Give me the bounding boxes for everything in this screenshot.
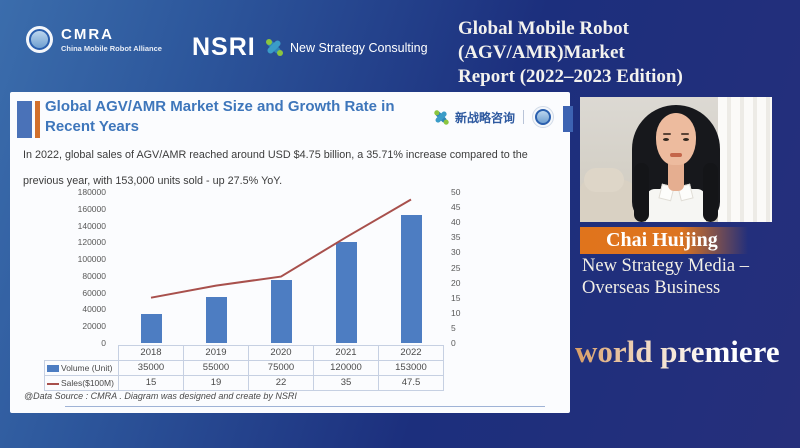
- axis-tick-right: 35: [451, 232, 461, 243]
- new-strategy-logo: New Strategy Consulting: [266, 39, 428, 56]
- volume-legend-swatch: [47, 365, 59, 373]
- table-cell: 19: [183, 375, 249, 391]
- slide-title: Global AGV/AMR Market Size and Growth Ra…: [45, 98, 395, 135]
- slide-brand: 新战略咨询: [433, 106, 554, 128]
- cmra-abbr: CMRA: [61, 25, 114, 43]
- hair-strand: [703, 163, 718, 222]
- title-decoration-orange: [35, 101, 40, 138]
- axis-tick-left: 140000: [77, 220, 106, 231]
- table-cell: 2021: [313, 345, 379, 361]
- divider-line: [65, 406, 545, 407]
- speaker-face: [656, 113, 696, 165]
- axis-tick-right: 15: [451, 292, 461, 303]
- cmra-fullname: China Mobile Robot Alliance: [61, 43, 162, 53]
- axis-tick-left: 20000: [82, 321, 106, 332]
- divider: [523, 110, 524, 124]
- table-cell: 2022: [378, 345, 444, 361]
- axis-tick-left: 60000: [82, 287, 106, 298]
- table-cell: 55000: [183, 360, 249, 376]
- couch: [580, 168, 638, 222]
- new-strategy-cn-label: 新战略咨询: [454, 110, 515, 125]
- slide-body-line2: previous year, with 153,000 units sold -…: [23, 175, 283, 187]
- axis-tick-right: 45: [451, 202, 461, 213]
- axis-tick-left: 120000: [77, 237, 106, 248]
- slide-body-line1: In 2022, global sales of AGV/AMR reached…: [23, 149, 528, 161]
- report-title: Global Mobile Robot (AGV/AMR)Market Repo…: [458, 17, 793, 89]
- hair-strand: [634, 163, 649, 222]
- cmra-badge-icon: [532, 106, 554, 128]
- volume-bar: [335, 242, 357, 343]
- new-strategy-icon: [434, 109, 449, 125]
- table-cell: Volume (Unit): [44, 360, 119, 376]
- table-cell: 35: [313, 375, 379, 391]
- speaker-name-banner: Chai Huijing: [580, 227, 748, 254]
- slide: Global AGV/AMR Market Size and Growth Ra…: [10, 92, 570, 413]
- speaker-name: Chai Huijing: [606, 229, 718, 251]
- axis-tick-right: 5: [451, 322, 456, 333]
- table-cell: Sales($100M): [44, 375, 119, 391]
- volume-bar: [270, 280, 292, 343]
- report-title-line2: Report (2022–2023 Edition): [458, 66, 683, 87]
- speaker-shirt: [646, 183, 706, 222]
- chart-data-table: 2018 2019 2020 2021 2022 Volume (Unit) 35000 55…: [44, 345, 444, 391]
- axis-tick-left: 180000: [77, 187, 106, 197]
- table-row: Sales($100M) 15 19 22 35 47.5: [44, 375, 444, 391]
- curtain: [718, 97, 772, 222]
- nsri-logo: NSRI: [192, 33, 256, 61]
- table-cell: 35000: [118, 360, 184, 376]
- axis-tick-right: 20: [451, 277, 461, 288]
- speaker-role: New Strategy Media – Overseas Business: [582, 255, 749, 299]
- volume-bar: [205, 296, 227, 343]
- table-row: Volume (Unit) 35000 55000 75000 120000 153000: [44, 360, 444, 376]
- table-cell: 120000: [313, 360, 379, 376]
- axis-tick-left: 80000: [82, 270, 106, 281]
- table-cell: 75000: [248, 360, 314, 376]
- slide-body-text: In 2022, global sales of AGV/AMR reached…: [23, 142, 558, 194]
- data-source-note: @Data Source : CMRA . Diagram was design…: [24, 391, 297, 401]
- table-cell: 22: [248, 375, 314, 391]
- slide-edge-tab: [563, 106, 573, 132]
- sales-legend-swatch: [47, 382, 59, 385]
- axis-tick-left: 160000: [77, 203, 106, 214]
- table-cell: 2018: [118, 345, 184, 361]
- axis-tick-left: 100000: [77, 254, 106, 265]
- cmra-logo: CMRA China Mobile Robot Alliance: [26, 26, 162, 53]
- speaker-neck: [668, 159, 684, 191]
- axis-tick-right: 40: [451, 217, 461, 228]
- axis-tick-left: 40000: [82, 304, 106, 315]
- new-strategy-icon: [266, 39, 283, 56]
- table-cell: 2019: [183, 345, 249, 361]
- axis-tick-right: 10: [451, 307, 461, 318]
- chart: 180000 160000 140000 120000 100000 80000 60000…: [10, 187, 570, 402]
- axis-tick-right: 25: [451, 262, 461, 273]
- speaker-video: [580, 97, 772, 222]
- volume-bar: [140, 313, 162, 343]
- axis-tick-right: 0: [451, 338, 456, 348]
- table-cell: 2020: [248, 345, 314, 361]
- world-premiere-label: world premiere: [575, 334, 780, 369]
- table-row: 2018 2019 2020 2021 2022: [45, 345, 444, 361]
- speaker-role-line2: Overseas Business: [582, 278, 721, 298]
- axis-tick-left: 0: [101, 338, 106, 348]
- table-cell: 153000: [378, 360, 444, 376]
- volume-bar: [400, 214, 422, 343]
- table-cell: 47.5: [378, 375, 444, 391]
- speaker-role-line1: New Strategy Media –: [582, 256, 749, 276]
- new-strategy-label: New Strategy Consulting: [290, 40, 428, 55]
- cmra-badge-icon: [26, 26, 53, 53]
- table-cell: 15: [118, 375, 184, 391]
- report-title-line1: Global Mobile Robot (AGV/AMR)Market: [458, 18, 630, 63]
- table-cell: [45, 346, 119, 361]
- axis-tick-right: 50: [451, 187, 461, 197]
- axis-tick-right: 30: [451, 247, 461, 258]
- title-decoration-blue: [17, 101, 32, 138]
